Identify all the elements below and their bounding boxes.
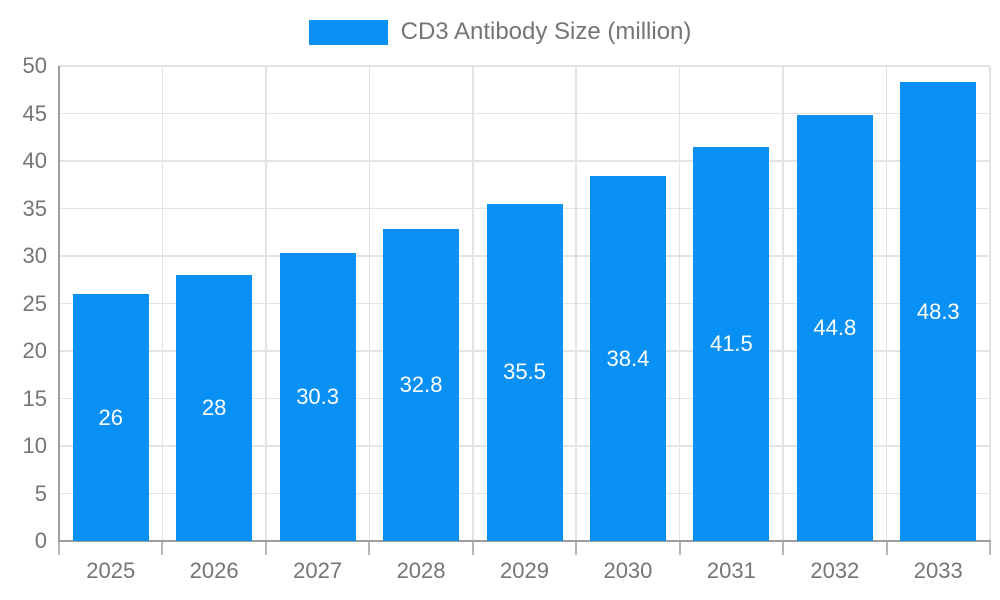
gridline-vertical — [265, 66, 267, 541]
gridline-vertical — [885, 66, 888, 541]
gridline-vertical — [161, 66, 164, 541]
y-axis-label: 5 — [34, 480, 47, 506]
x-axis-tick — [58, 542, 60, 555]
x-axis-label: 2031 — [706, 558, 756, 583]
x-axis-label: 2027 — [293, 558, 343, 583]
bar[interactable] — [383, 229, 460, 541]
x-axis-line — [58, 540, 991, 542]
y-axis-label: 30 — [22, 243, 47, 268]
x-axis-tick — [161, 542, 164, 555]
legend: CD3 Antibody Size (million) — [0, 18, 1000, 46]
x-axis-tick — [989, 542, 991, 555]
gridline-vertical — [575, 66, 577, 541]
x-axis-label: 2026 — [189, 558, 239, 583]
bar[interactable] — [279, 253, 356, 541]
gridline-vertical — [368, 66, 371, 541]
x-axis-tick — [368, 542, 371, 555]
x-axis-label: 2025 — [86, 558, 136, 583]
y-axis-label: 15 — [22, 385, 47, 411]
y-axis-label: 10 — [22, 433, 47, 458]
y-axis-line — [58, 66, 60, 543]
x-axis-tick — [885, 542, 888, 555]
bar[interactable] — [486, 203, 563, 541]
x-axis-tick — [264, 542, 267, 555]
x-axis-label: 2028 — [396, 558, 446, 583]
bar[interactable] — [900, 82, 977, 541]
x-axis-label: 2032 — [810, 558, 860, 583]
bar[interactable] — [693, 146, 770, 541]
gridline-vertical — [989, 66, 991, 541]
legend-swatch-icon — [308, 19, 388, 45]
y-axis-label: 50 — [22, 53, 47, 78]
gridline-horizontal — [59, 112, 990, 115]
gridline-horizontal — [59, 160, 990, 162]
x-axis-label: 2029 — [500, 558, 549, 583]
y-axis-label: 35 — [22, 195, 47, 221]
bar[interactable] — [176, 275, 253, 541]
y-axis-label: 20 — [22, 338, 47, 363]
x-axis-tick — [782, 542, 785, 555]
gridline-vertical — [472, 66, 474, 541]
x-axis-label: 2030 — [603, 558, 653, 583]
y-axis-label: 45 — [22, 100, 47, 126]
x-axis-tick — [471, 542, 474, 555]
x-axis-tick — [575, 542, 578, 555]
y-axis-label: 25 — [22, 290, 47, 316]
legend-item[interactable]: CD3 Antibody Size (million) — [308, 18, 692, 46]
x-axis-tick — [678, 542, 681, 555]
bar[interactable] — [589, 176, 666, 541]
bar[interactable] — [796, 115, 873, 541]
gridline-vertical — [678, 66, 681, 541]
y-axis-label: 0 — [34, 528, 47, 553]
gridline-horizontal — [59, 65, 990, 67]
y-axis-label: 40 — [22, 148, 47, 173]
x-axis-label: 2033 — [913, 558, 963, 583]
legend-label: CD3 Antibody Size (million) — [400, 18, 692, 45]
gridline-vertical — [782, 66, 784, 541]
bar[interactable] — [72, 294, 149, 541]
